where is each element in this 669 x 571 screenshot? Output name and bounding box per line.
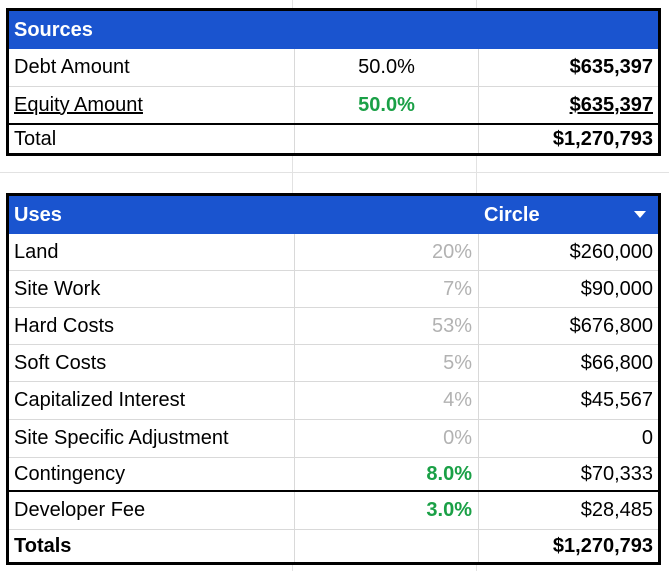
row-amount[interactable]: $635,397 <box>569 93 653 116</box>
scenario-value: Circle <box>484 203 540 226</box>
table-row: Developer Fee 3.0% $28,485 <box>9 490 658 530</box>
total-percent[interactable] <box>295 125 479 153</box>
row-label[interactable]: Hard Costs <box>9 308 295 344</box>
row-label[interactable]: Contingency <box>9 458 295 490</box>
row-amount[interactable]: $28,485 <box>580 499 653 521</box>
row-percent[interactable]: 7% <box>295 271 479 307</box>
row-label[interactable]: Land <box>9 234 295 270</box>
sources-table: Sources Debt Amount 50.0% $635,397 Equit… <box>6 8 661 156</box>
total-row: Total $1,270,793 <box>9 123 658 153</box>
uses-header[interactable]: Uses <box>14 203 62 226</box>
table-row: Site Work 7% $90,000 <box>9 271 658 308</box>
grid-line <box>0 172 669 173</box>
row-percent[interactable]: 20% <box>295 234 479 270</box>
row-percent[interactable]: 50.0% <box>295 49 479 86</box>
table-row: Soft Costs 5% $66,800 <box>9 345 658 382</box>
row-amount[interactable]: $66,800 <box>580 351 653 374</box>
row-amount[interactable]: $70,333 <box>580 462 653 485</box>
dropdown-arrow-icon[interactable] <box>634 211 646 218</box>
table-row: Debt Amount 50.0% $635,397 <box>9 49 658 87</box>
row-percent[interactable]: 5% <box>295 345 479 381</box>
row-percent[interactable]: 0% <box>295 420 479 457</box>
row-percent[interactable]: 4% <box>295 382 479 419</box>
total-row: Totals $1,270,793 <box>9 530 658 562</box>
row-amount[interactable]: $635,397 <box>569 56 653 78</box>
row-percent[interactable]: 8.0% <box>295 458 479 490</box>
uses-header-row: Uses Circle <box>9 196 658 234</box>
uses-header-blank[interactable] <box>295 196 479 234</box>
row-label[interactable]: Capitalized Interest <box>9 382 295 419</box>
row-percent[interactable]: 3.0% <box>295 492 479 529</box>
row-label[interactable]: Debt Amount <box>9 49 295 86</box>
uses-table: Uses Circle Land 20% $260,000 Site Work … <box>6 193 661 565</box>
sources-header-row: Sources <box>9 11 658 49</box>
row-amount[interactable]: 0 <box>641 427 653 449</box>
row-label[interactable]: Site Specific Adjustment <box>9 420 295 457</box>
total-label[interactable]: Totals <box>9 530 295 562</box>
row-amount[interactable]: $45,567 <box>580 389 653 411</box>
total-amount[interactable]: $1,270,793 <box>552 534 653 557</box>
table-row: Land 20% $260,000 <box>9 234 658 271</box>
table-row: Equity Amount 50.0% $635,397 <box>9 87 658 123</box>
row-label[interactable]: Equity Amount <box>9 87 295 123</box>
row-amount[interactable]: $260,000 <box>569 240 653 263</box>
table-row: Site Specific Adjustment 0% 0 <box>9 420 658 458</box>
row-percent[interactable]: 53% <box>295 308 479 344</box>
table-row: Contingency 8.0% $70,333 <box>9 458 658 490</box>
row-amount[interactable]: $90,000 <box>580 277 653 300</box>
table-row: Capitalized Interest 4% $45,567 <box>9 382 658 420</box>
row-label[interactable]: Soft Costs <box>9 345 295 381</box>
total-percent[interactable] <box>295 530 479 562</box>
table-row: Hard Costs 53% $676,800 <box>9 308 658 345</box>
row-label[interactable]: Site Work <box>9 271 295 307</box>
row-label[interactable]: Developer Fee <box>9 492 295 529</box>
sources-header[interactable]: Sources <box>14 18 93 41</box>
total-label[interactable]: Total <box>9 125 295 153</box>
scenario-select[interactable]: Circle <box>479 196 658 234</box>
total-amount[interactable]: $1,270,793 <box>552 127 653 150</box>
row-amount[interactable]: $676,800 <box>569 314 653 337</box>
row-percent[interactable]: 50.0% <box>295 87 479 123</box>
